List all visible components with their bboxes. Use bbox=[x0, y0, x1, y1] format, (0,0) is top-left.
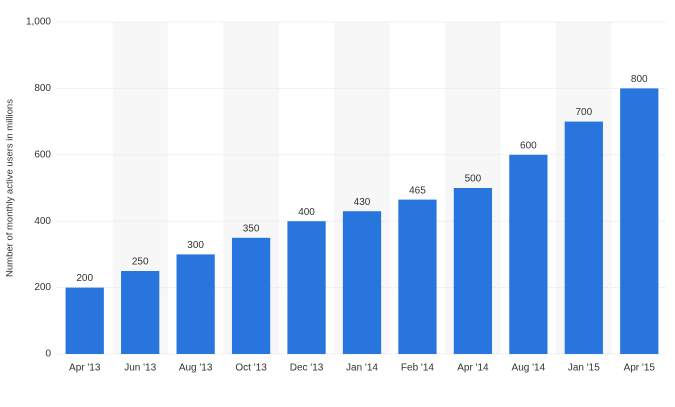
bar bbox=[231, 237, 271, 354]
bar bbox=[620, 88, 659, 355]
x-tick-label: Apr '13 bbox=[69, 363, 101, 374]
value-label: 600 bbox=[520, 140, 537, 151]
x-tick-label: Apr '15 bbox=[624, 363, 656, 374]
value-label: 700 bbox=[575, 107, 592, 118]
x-tick-label: Jan '15 bbox=[568, 363, 600, 374]
value-label: 400 bbox=[298, 207, 315, 218]
value-label: 350 bbox=[243, 223, 260, 234]
value-label: 465 bbox=[409, 185, 426, 196]
x-tick-label: Dec '13 bbox=[290, 363, 324, 374]
x-tick-label: Oct '13 bbox=[235, 363, 267, 374]
bar bbox=[176, 254, 215, 354]
y-tick-label: 800 bbox=[34, 83, 51, 94]
x-tick-label: Aug '13 bbox=[179, 363, 213, 374]
value-label: 430 bbox=[354, 197, 371, 208]
x-tick-label: Feb '14 bbox=[401, 363, 434, 374]
value-label: 800 bbox=[631, 74, 648, 85]
value-label: 250 bbox=[132, 257, 149, 268]
y-tick-label: 400 bbox=[34, 216, 51, 227]
x-tick-label: Jun '13 bbox=[124, 363, 156, 374]
bar bbox=[509, 154, 548, 354]
y-tick-label: 0 bbox=[45, 349, 51, 360]
bar bbox=[564, 121, 603, 354]
x-tick-label: Aug '14 bbox=[512, 363, 546, 374]
bar bbox=[65, 287, 104, 354]
bar bbox=[287, 221, 326, 354]
y-axis-label: Number of monthly active users in millio… bbox=[5, 99, 16, 277]
y-tick-label: 200 bbox=[34, 282, 51, 293]
value-label: 300 bbox=[187, 240, 204, 251]
bar bbox=[121, 271, 160, 354]
x-tick-label: Apr '14 bbox=[457, 363, 489, 374]
y-tick-label: 1,000 bbox=[26, 17, 51, 28]
bar bbox=[453, 188, 493, 354]
bar bbox=[398, 199, 437, 354]
value-label: 500 bbox=[465, 174, 482, 185]
y-tick-label: 600 bbox=[34, 149, 51, 160]
value-label: 200 bbox=[76, 273, 93, 284]
bar bbox=[342, 211, 382, 354]
x-tick-label: Jan '14 bbox=[346, 363, 378, 374]
